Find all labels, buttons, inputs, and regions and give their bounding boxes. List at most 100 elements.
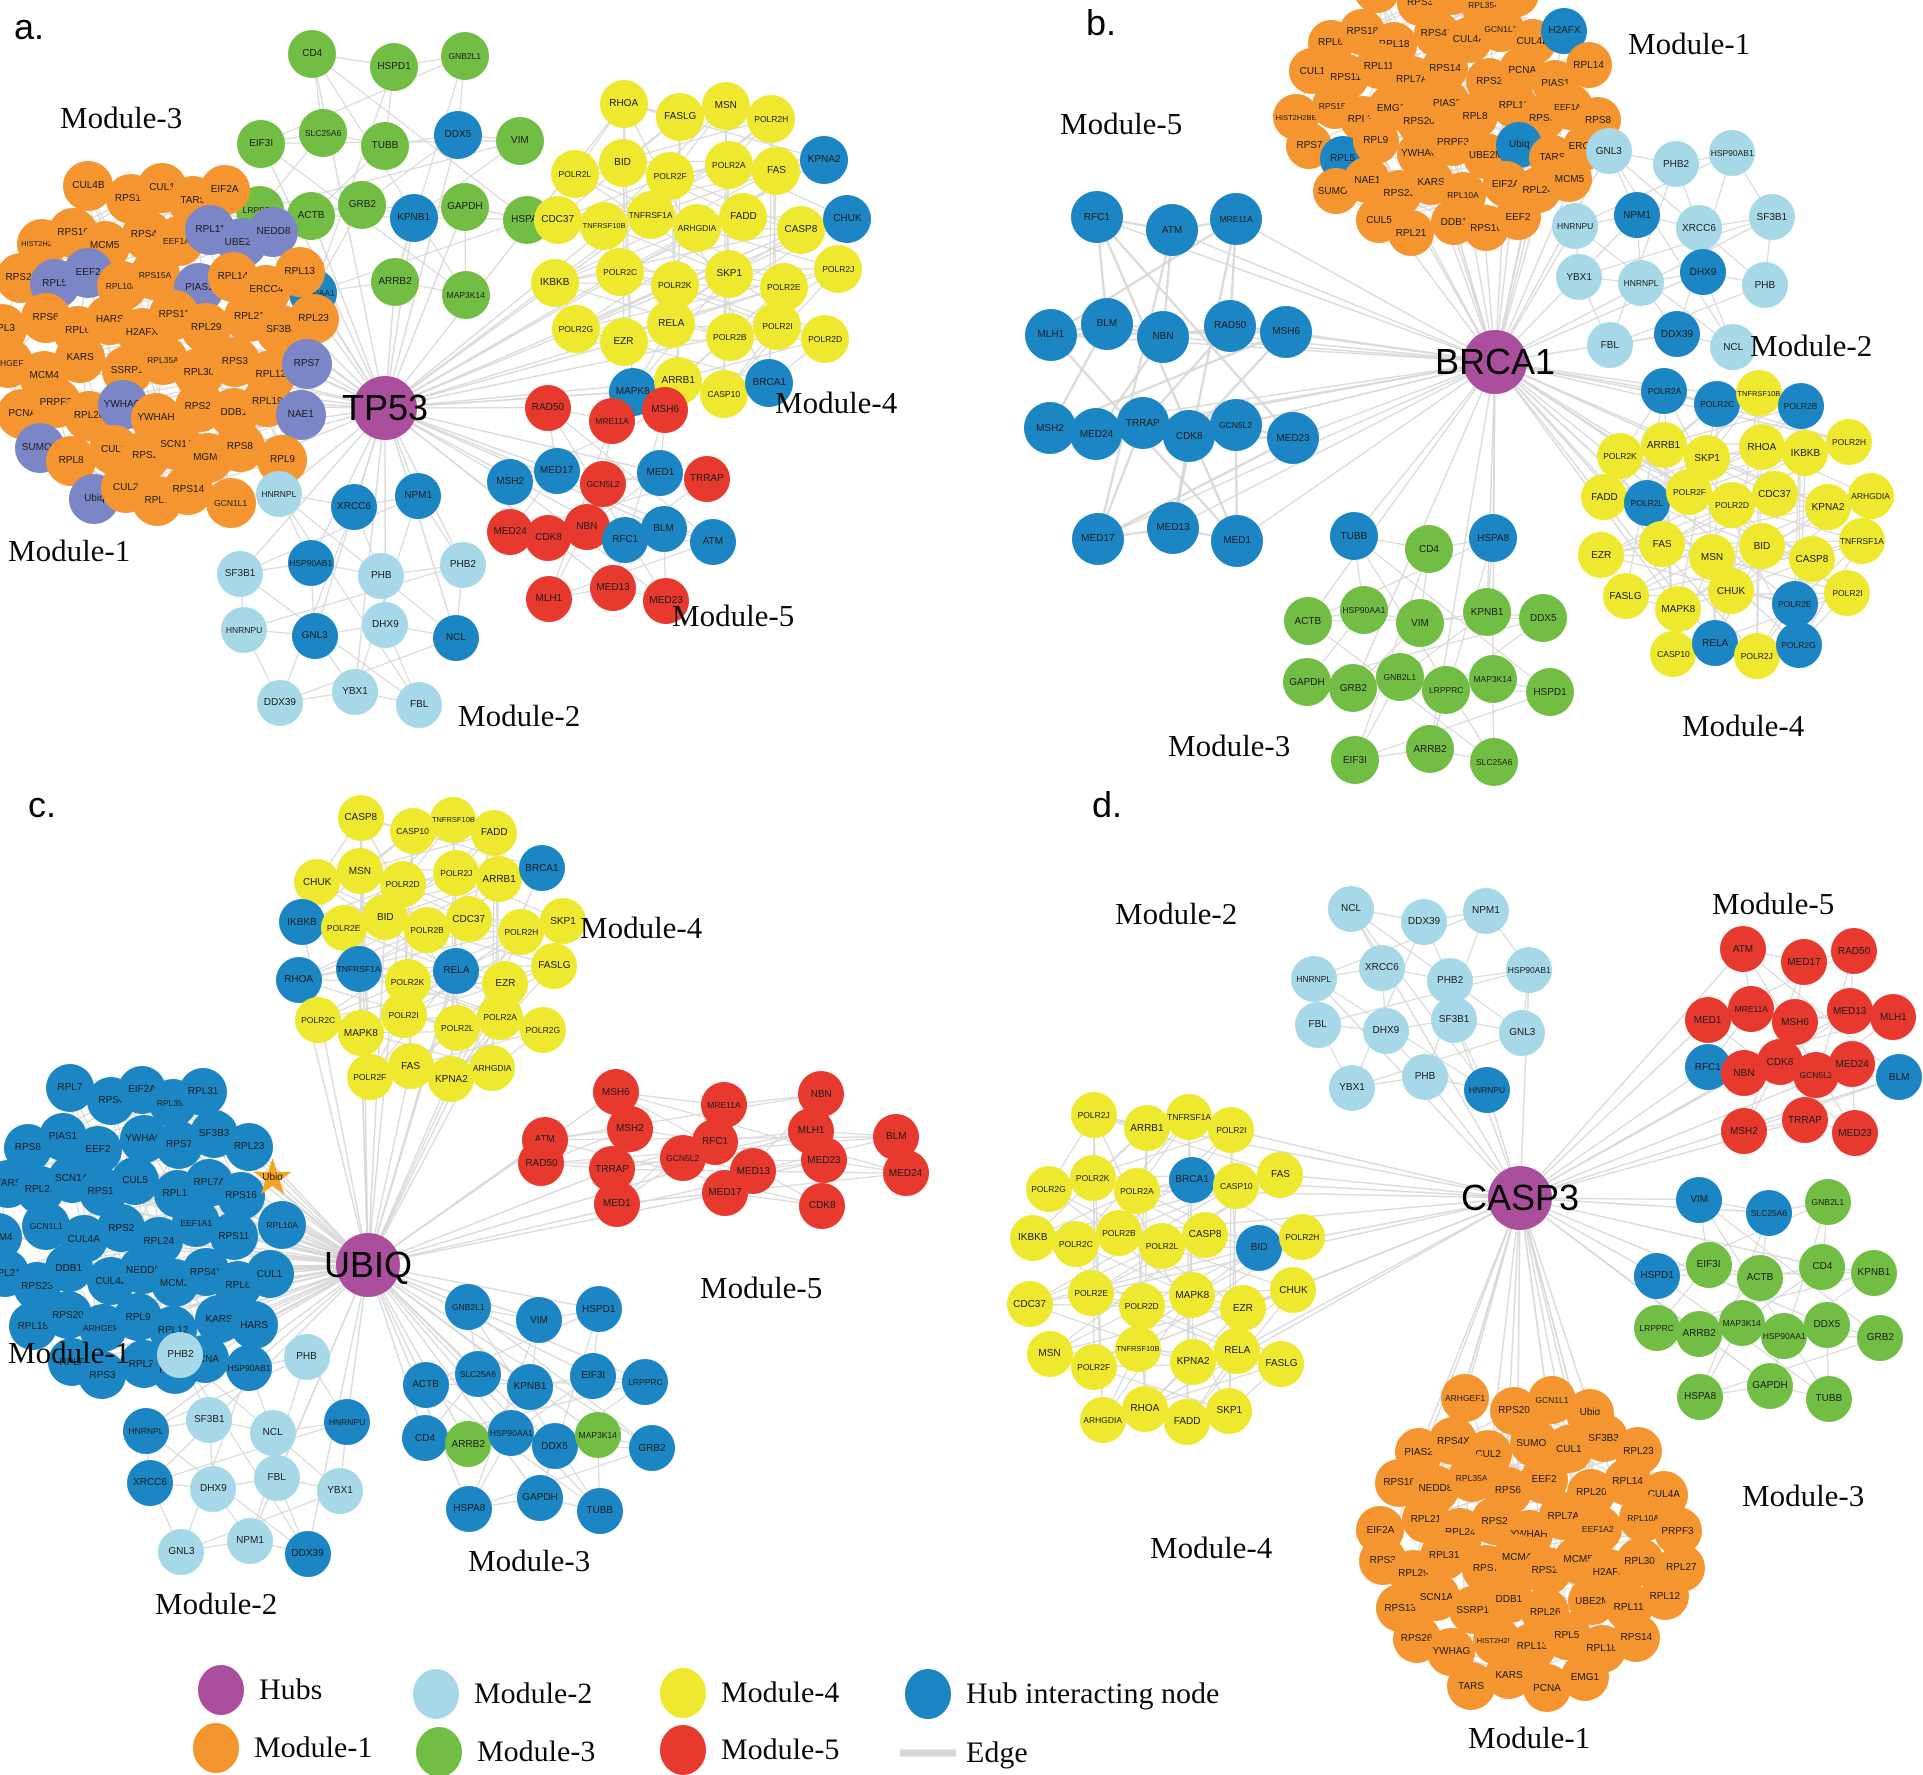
node-tnfrsf1a: TNFRSF1A xyxy=(1166,1094,1213,1141)
node-rpl12: RPL12 xyxy=(1640,1572,1689,1621)
node-hsp90ab1: HSP90AB1 xyxy=(287,539,334,586)
node-atm: ATM xyxy=(1719,926,1766,972)
node-cdk8: CDK8 xyxy=(1163,410,1216,463)
node-rps3: RPS3 xyxy=(78,1351,127,1400)
module-label-d-module-4: Module-4 xyxy=(1150,1530,1273,1565)
node-ddx5: DDX5 xyxy=(1803,1301,1850,1348)
node-arrb1: ARRB1 xyxy=(1123,1105,1170,1152)
node-polr2a: POLR2A xyxy=(1113,1167,1160,1214)
node-kpna2: KPNA2 xyxy=(1805,484,1852,530)
node-ikbkb: IKBKB xyxy=(530,258,579,307)
node-rpl23: RPL23 xyxy=(225,1122,274,1171)
node-slc25a6: SLC25A6 xyxy=(454,1350,501,1397)
node-fbl: FBL xyxy=(1294,1001,1341,1048)
node-emg1: EMG1 xyxy=(1560,1653,1609,1702)
node-gnb2l1: GNB2L1 xyxy=(1804,1178,1851,1225)
node-tubb: TUBB xyxy=(576,1487,623,1534)
node-ddx39: DDX39 xyxy=(256,679,303,726)
legend-swatch-hubs xyxy=(198,1665,244,1715)
node-kpnb1: KPNB1 xyxy=(1850,1249,1897,1296)
node-eif3i: EIF3I xyxy=(570,1352,617,1399)
node-rela: RELA xyxy=(647,299,696,348)
node-gnl3: GNL3 xyxy=(158,1528,205,1575)
node-tnfrsf1a: TNFRSF1A xyxy=(335,945,382,992)
node-map3k14: MAP3K14 xyxy=(1468,655,1517,703)
node-atm: ATM xyxy=(689,518,736,565)
node-cd4: CD4 xyxy=(288,29,337,78)
node-cdc37: CDC37 xyxy=(1006,1281,1053,1328)
module-label-a-module-4: Module-4 xyxy=(775,385,898,420)
hub-label-casp3: CASP3 xyxy=(1460,1177,1580,1218)
module-label-b-module-3: Module-3 xyxy=(1168,728,1291,763)
node-faslg: FASLG xyxy=(531,942,578,989)
node-ezr: EZR xyxy=(1219,1285,1266,1332)
node-blm: BLM xyxy=(1876,1054,1923,1100)
hub-label-brca1: BRCA1 xyxy=(1434,341,1556,382)
node-med13: MED13 xyxy=(1826,988,1873,1034)
node-rad50: RAD50 xyxy=(1831,928,1878,974)
legend-swatch-module-4 xyxy=(660,1668,706,1718)
node-fadd: FADD xyxy=(1581,474,1628,520)
node-hspa8: HSPA8 xyxy=(446,1485,493,1532)
node-brca1: BRCA1 xyxy=(1169,1156,1216,1203)
node-sf3b1: SF3B1 xyxy=(186,1396,233,1443)
node-vim: VIM xyxy=(1676,1176,1723,1223)
node-polr2g: POLR2G xyxy=(1025,1165,1072,1212)
module-label-a-module-2: Module-2 xyxy=(458,698,581,733)
node-map3k14: MAP3K14 xyxy=(574,1412,621,1459)
node-map3k14: MAP3K14 xyxy=(441,270,490,319)
node-mlh1: MLH1 xyxy=(525,575,572,622)
node-actb: ACTB xyxy=(1283,597,1332,645)
node-polr2h: POLR2H xyxy=(1826,419,1873,465)
node-polr2i: POLR2I xyxy=(1208,1107,1255,1154)
node-rad50: RAD50 xyxy=(518,1140,565,1187)
node-brca1: BRCA1 xyxy=(745,358,794,407)
module-label-b-module-4: Module-4 xyxy=(1682,708,1805,743)
node-arhgef1: ARHGEF1 xyxy=(1441,1373,1490,1422)
node-cdc37: CDC37 xyxy=(445,896,492,943)
node-dhx9: DHX9 xyxy=(1679,249,1726,295)
node-polr2j: POLR2J xyxy=(814,244,863,293)
node-msh2: MSH2 xyxy=(487,458,534,505)
node-ddb1: DDB1 xyxy=(44,1244,93,1293)
hub-label-tp53: TP53 xyxy=(341,387,429,428)
node-phb: PHB xyxy=(1741,262,1788,308)
node-bid: BID xyxy=(1738,523,1785,569)
node-med23: MED23 xyxy=(800,1137,847,1184)
node-casp8: CASP8 xyxy=(776,205,825,254)
node-rpl31: RPL31 xyxy=(1420,1531,1469,1580)
node-polr2a: POLR2A xyxy=(477,994,524,1040)
node-rpl9: RPL9 xyxy=(1352,117,1399,164)
node-trrap: TRRAP xyxy=(1782,1097,1828,1143)
hub-label-ubiq: UBIQ xyxy=(323,1244,413,1285)
node-phb2: PHB2 xyxy=(439,541,486,588)
node-polr2c: POLR2C xyxy=(1052,1220,1099,1267)
legend-swatch-hub-interacting-node xyxy=(905,1669,951,1719)
node-ddx39: DDX39 xyxy=(1654,311,1700,357)
node-map3k14: MAP3K14 xyxy=(1718,1299,1765,1346)
node-fas: FAS xyxy=(387,1043,434,1090)
node-polr2h: POLR2H xyxy=(1279,1213,1326,1260)
node-polr2g: POLR2G xyxy=(1775,622,1822,668)
node-mlh1: MLH1 xyxy=(1870,994,1917,1040)
node-hspd1: HSPD1 xyxy=(1634,1252,1681,1299)
module-label-d-module-5: Module-5 xyxy=(1712,886,1835,921)
node-polr2j: POLR2J xyxy=(433,850,480,896)
node-mlh1: MLH1 xyxy=(1024,308,1077,361)
node-med13: MED13 xyxy=(1147,501,1199,554)
legend-swatch-module-3 xyxy=(416,1727,462,1775)
node-rpl7: RPL7 xyxy=(45,1063,94,1112)
node-cd4: CD4 xyxy=(402,1415,449,1462)
node-npm1: NPM1 xyxy=(227,1517,273,1564)
node-grb2: GRB2 xyxy=(1329,664,1378,712)
node-skp1: SKP1 xyxy=(705,249,754,298)
node-ncl: NCL xyxy=(432,614,479,661)
node-mre11a: MRE11A xyxy=(1728,986,1775,1032)
node-ybx1: YBX1 xyxy=(1556,254,1603,300)
node-gapdh: GAPDH xyxy=(1282,658,1331,706)
node-polr2f: POLR2F xyxy=(646,151,695,200)
node-gnl3: GNL3 xyxy=(1585,128,1632,174)
node-msn: MSN xyxy=(701,81,750,130)
node-slc25a6: SLC25A6 xyxy=(1470,738,1519,786)
